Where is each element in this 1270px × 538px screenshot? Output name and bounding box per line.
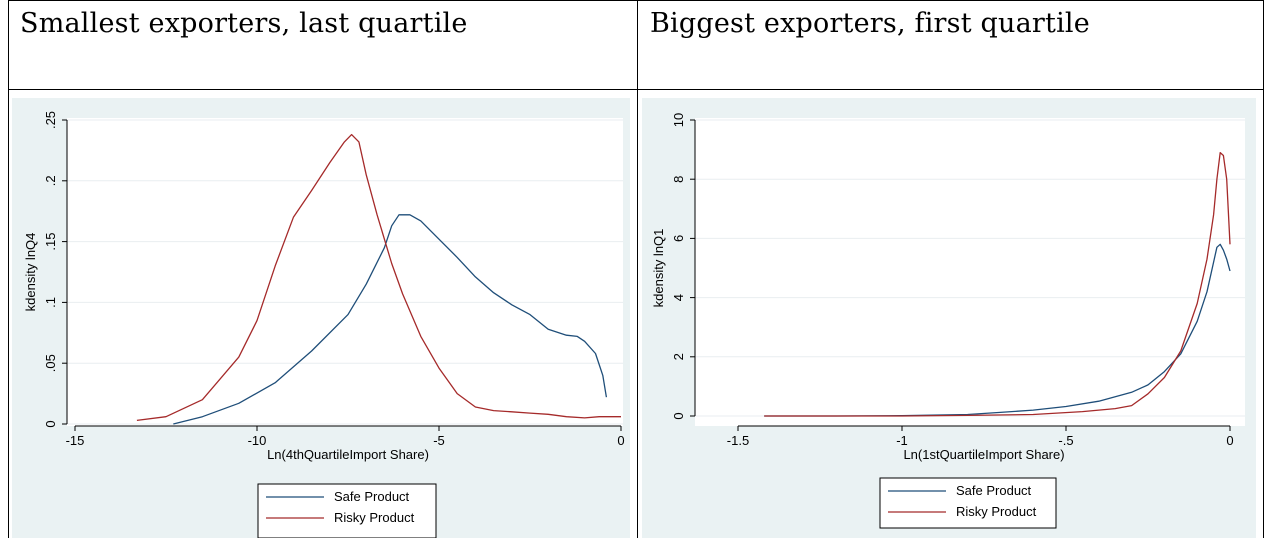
y-tick-label: .15 bbox=[43, 233, 58, 251]
right-chart-panel: -1.5 -1 -.5 0 0 2 4 6 8 10 Ln(1stQuartileImport Sh… bbox=[642, 98, 1256, 538]
y-tick-label: .05 bbox=[43, 354, 58, 372]
x-axis-title: Ln(4thQuartileImport Share) bbox=[267, 447, 429, 462]
y-tick-label: 0 bbox=[43, 420, 58, 427]
y-tick-label: 6 bbox=[671, 235, 686, 242]
left-kdensity-chart: -15 -10 -5 0 0 .05 .1 .15 .2 .25 Ln(4thQuartileImp… bbox=[23, 111, 625, 538]
figure-table bbox=[8, 0, 1264, 538]
series-line-safe bbox=[173, 214, 608, 425]
x-tick-label: 0 bbox=[617, 433, 624, 448]
header-divider bbox=[8, 89, 1264, 90]
legend-box bbox=[257, 483, 437, 538]
y-tick-label: 10 bbox=[671, 113, 686, 127]
y-tick-label: 8 bbox=[671, 176, 686, 183]
plot-area bbox=[67, 118, 623, 426]
legend-box bbox=[879, 477, 1057, 529]
series-line-risky bbox=[136, 133, 621, 422]
y-tick-label: .2 bbox=[43, 175, 58, 186]
legend-label-risky: Risky Product bbox=[956, 504, 1037, 519]
y-tick-label: 2 bbox=[671, 353, 686, 360]
y-axis-title: kdensity lnQ4 bbox=[23, 233, 38, 312]
left-panel-heading: Smallest exporters, last quartile bbox=[20, 8, 468, 39]
y-tick-label: .25 bbox=[43, 111, 58, 129]
series-line-safe bbox=[764, 243, 1231, 417]
y-axis-title: kdensity lnQ1 bbox=[651, 229, 666, 308]
x-tick-label: -.5 bbox=[1058, 433, 1073, 448]
y-tick-label: .1 bbox=[43, 297, 58, 308]
x-axis-title: Ln(1stQuartileImport Share) bbox=[903, 447, 1064, 462]
legend-label-safe: Safe Product bbox=[956, 483, 1032, 498]
x-tick-label: -1.5 bbox=[727, 433, 749, 448]
plot-area bbox=[695, 118, 1245, 426]
left-chart-panel: -15 -10 -5 0 0 .05 .1 .15 .2 .25 Ln(4thQuartileImp… bbox=[12, 98, 630, 538]
x-tick-label: -1 bbox=[896, 433, 908, 448]
x-tick-label: -10 bbox=[248, 433, 267, 448]
x-tick-label: -15 bbox=[66, 433, 85, 448]
y-tick-label: 4 bbox=[671, 294, 686, 301]
x-tick-label: -5 bbox=[433, 433, 445, 448]
x-tick-label: 0 bbox=[1226, 433, 1233, 448]
legend-label-safe: Safe Product bbox=[334, 489, 410, 504]
column-divider bbox=[637, 0, 638, 538]
series-line-risky bbox=[764, 151, 1231, 417]
y-tick-label: 0 bbox=[671, 412, 686, 419]
right-panel-heading: Biggest exporters, first quartile bbox=[650, 8, 1090, 39]
table-top-border bbox=[8, 0, 1264, 1]
right-kdensity-chart: -1.5 -1 -.5 0 0 2 4 6 8 10 Ln(1stQuartileImport Sh… bbox=[651, 113, 1245, 529]
legend-label-risky: Risky Product bbox=[334, 510, 415, 525]
